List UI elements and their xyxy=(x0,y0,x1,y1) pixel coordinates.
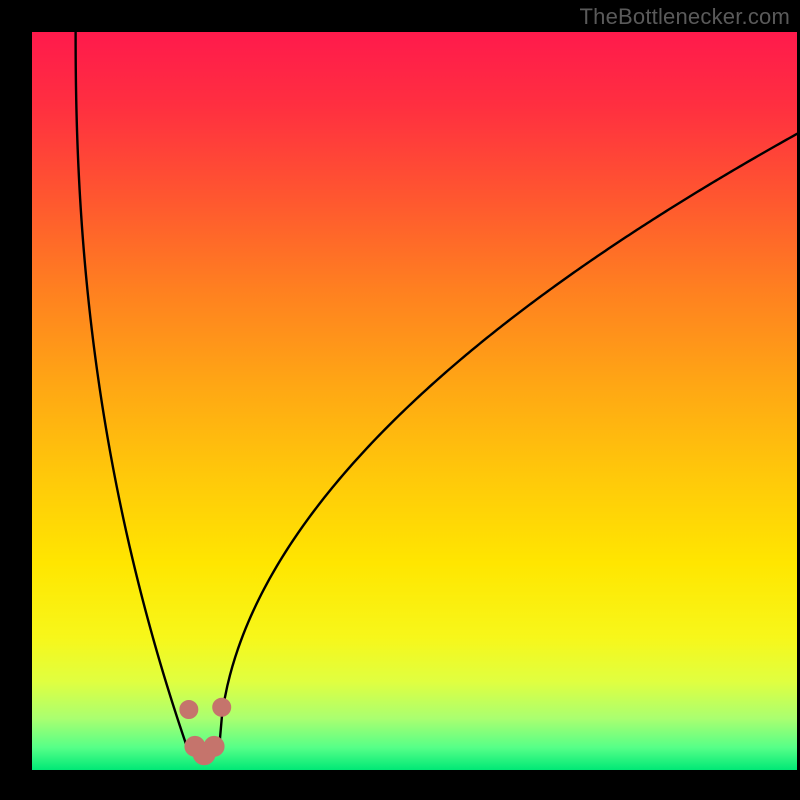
valley-marker xyxy=(204,736,224,756)
valley-marker xyxy=(180,700,198,718)
bottleneck-chart xyxy=(0,0,800,800)
valley-marker xyxy=(213,698,231,716)
chart-container: TheBottlenecker.com xyxy=(0,0,800,800)
watermark-text: TheBottlenecker.com xyxy=(580,4,790,30)
